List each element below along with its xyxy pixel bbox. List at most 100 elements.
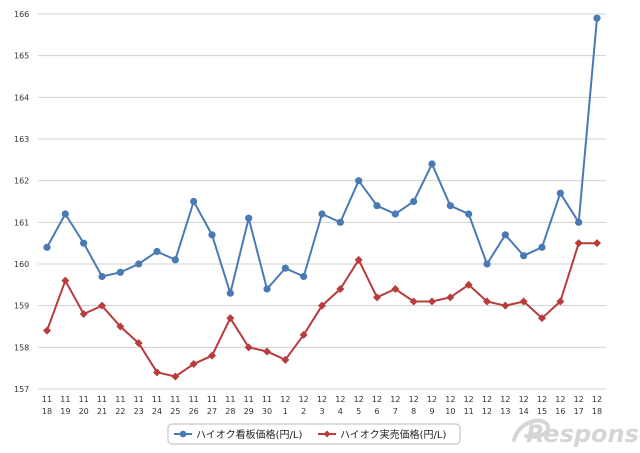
series-2-point [446, 293, 455, 302]
x-tick-label-day: 11 [464, 407, 474, 416]
series-1-point [98, 272, 106, 281]
x-tick-label-month: 12 [482, 395, 492, 404]
y-tick-label: 165 [14, 52, 29, 61]
series-1-point [465, 210, 473, 218]
x-tick-label-day: 9 [429, 407, 434, 416]
watermark-text: Response. [526, 420, 640, 448]
x-tick-label-day: 19 [60, 407, 70, 416]
watermark-swoosh [512, 418, 551, 442]
x-tick-label-month: 11 [225, 395, 235, 404]
series-2-point [299, 330, 308, 339]
y-tick-label: 166 [14, 10, 29, 19]
x-tick-label-day: 24 [152, 407, 162, 416]
series-2-point [189, 360, 198, 368]
series-1-point [43, 243, 51, 251]
series-2-point [501, 301, 510, 310]
series-2-point [593, 239, 601, 248]
y-tick-label: 157 [14, 385, 29, 394]
y-tick-label: 158 [14, 343, 29, 352]
series-1-point [171, 256, 179, 264]
watermark: Response. [512, 418, 640, 448]
series-1-point [135, 260, 143, 268]
series-2-point [171, 372, 180, 381]
x-tick-label-day: 6 [374, 407, 379, 416]
series-1-point [245, 214, 253, 222]
x-tick-label-day: 21 [97, 407, 107, 416]
series-1-point [153, 247, 161, 256]
x-tick-label-day: 1 [283, 407, 288, 416]
grid-lines [38, 13, 606, 390]
x-tick-label-day: 16 [555, 407, 565, 416]
series-2-point [98, 301, 106, 310]
x-tick-label-day: 17 [574, 407, 584, 416]
series-2-point [391, 285, 400, 293]
series-2-point [153, 368, 161, 377]
y-tick-label: 160 [14, 260, 29, 269]
series-2-point [244, 343, 253, 352]
legend: ハイオク看板価格(円/L) ハイオク実売価格(円/L) [167, 423, 461, 445]
series-1-point [208, 231, 216, 239]
x-tick-label-month: 11 [115, 395, 125, 404]
series-2-point [373, 293, 381, 302]
x-tick-label-month: 12 [280, 395, 290, 404]
series-1-point [428, 160, 436, 168]
series-1-point [556, 189, 564, 197]
x-axis-tick-labels: 1118111911201121112211231124112511261127… [42, 395, 602, 416]
series-2 [43, 239, 601, 381]
series-2-point [79, 310, 88, 318]
series-2-point [428, 297, 436, 306]
x-tick-label-day: 13 [500, 407, 510, 416]
series-1-point [446, 202, 454, 210]
series-2-point [61, 276, 70, 285]
series-2-point [281, 355, 290, 364]
series-1-point [483, 260, 491, 268]
y-tick-label: 161 [14, 218, 29, 227]
x-tick-label-day: 28 [225, 407, 235, 416]
legend-series-1-label: ハイオク看板価格(円/L) [196, 428, 302, 441]
x-tick-label-month: 11 [79, 395, 89, 404]
x-tick-label-day: 30 [262, 407, 272, 416]
x-tick-label-month: 12 [537, 395, 547, 404]
legend-series-1-marker [179, 430, 187, 438]
x-tick-label-day: 27 [207, 407, 217, 416]
x-tick-label-day: 22 [115, 407, 125, 416]
x-tick-label-month: 11 [134, 395, 144, 404]
x-tick-label-month: 11 [42, 395, 52, 404]
x-tick-label-day: 7 [393, 407, 398, 416]
x-tick-label-day: 15 [537, 407, 547, 416]
x-tick-label-month: 11 [207, 395, 217, 404]
x-tick-label-month: 12 [574, 395, 584, 404]
series-2-point [134, 339, 143, 348]
series-1-point [410, 197, 418, 206]
x-tick-label-month: 11 [97, 395, 107, 404]
x-tick-label-month: 12 [500, 395, 510, 404]
y-tick-label: 164 [14, 93, 29, 102]
series-2-point [336, 285, 345, 293]
series-2-point [409, 297, 418, 306]
x-tick-label-day: 8 [411, 407, 416, 416]
series-2-point [354, 255, 363, 264]
x-tick-label-month: 12 [372, 395, 382, 404]
x-tick-label-day: 10 [445, 407, 455, 416]
series-1-point [300, 272, 308, 281]
x-tick-label-day: 4 [338, 407, 343, 416]
series-1-point [226, 289, 234, 297]
series-2-point [519, 297, 528, 306]
series-2-line [46, 242, 597, 378]
legend-series-2-label: ハイオク実売価格(円/L) [340, 428, 446, 441]
y-tick-label: 162 [14, 177, 29, 186]
series-1-point [116, 268, 124, 276]
x-tick-label-day: 20 [79, 407, 89, 416]
x-tick-label-day: 14 [519, 407, 529, 416]
series-1-point [538, 243, 546, 251]
series-1-point [501, 231, 509, 239]
series-1-point [80, 239, 88, 247]
x-tick-label-month: 12 [409, 395, 419, 404]
legend-series-2-marker [323, 430, 331, 438]
series-2-point [538, 314, 546, 323]
x-tick-label-month: 12 [464, 395, 474, 404]
x-tick-label-month: 11 [152, 395, 162, 404]
series-layer [43, 14, 601, 381]
series-2-point [556, 297, 565, 306]
